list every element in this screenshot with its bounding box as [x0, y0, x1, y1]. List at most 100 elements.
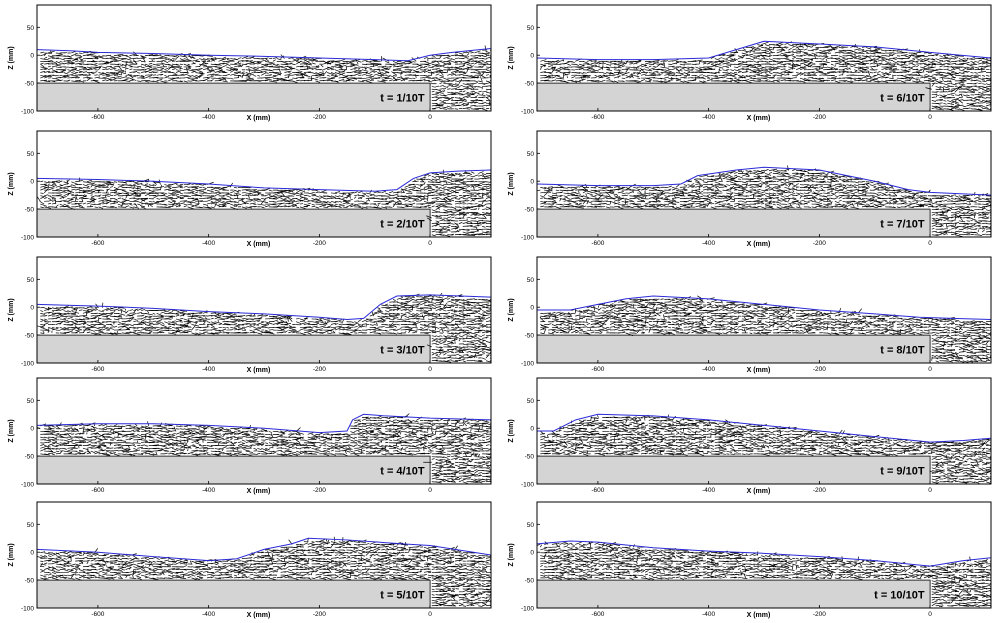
- submerged-step: [37, 208, 431, 237]
- y-tick-label: 50: [527, 398, 535, 405]
- velocity-vectors: [539, 414, 991, 484]
- x-tick-label: -400: [202, 114, 215, 121]
- x-axis-label: X (mm): [747, 367, 771, 374]
- free-surface-line: [37, 413, 491, 434]
- x-tick-label: -200: [313, 366, 326, 373]
- plot-frame: [36, 130, 492, 238]
- x-axis-label: X (mm): [747, 241, 771, 248]
- free-surface-line: [37, 537, 491, 562]
- y-axis-label: Z (mm): [508, 543, 515, 566]
- submerged-step: [37, 579, 431, 608]
- y-tick-label: -50: [25, 81, 35, 88]
- plot-frame: [536, 377, 992, 485]
- y-axis-label: Z (mm): [508, 298, 515, 321]
- y-axis-label: Z (mm): [508, 419, 515, 442]
- y-tick-label: 0: [530, 426, 534, 433]
- free-surface-line: [37, 294, 491, 320]
- y-tick-label: 0: [530, 305, 534, 312]
- x-tick-label: -600: [591, 114, 604, 121]
- x-tick-label: 0: [428, 366, 432, 373]
- y-tick-label: -50: [525, 207, 535, 214]
- panel-2: 50 0 -50 -100 -600 -400 -200 0 Z (mm) X (mm) t = 2…: [8, 130, 492, 248]
- x-axis-label: X (mm): [247, 367, 271, 374]
- y-tick-label: -50: [525, 81, 535, 88]
- submerged-step: [537, 82, 931, 111]
- time-label: t = 4/10T: [380, 466, 425, 478]
- panel-8: 50 0 -50 -100 -600 -400 -200 0 Z (mm) X (mm) t = 8…: [508, 256, 992, 374]
- y-tick-label: -100: [21, 606, 34, 613]
- y-tick-label: 0: [30, 53, 34, 60]
- submerged-step: [37, 82, 431, 111]
- time-label: t = 1/10T: [380, 93, 425, 105]
- x-tick-label: -400: [702, 611, 715, 618]
- panel-6: 50 0 -50 -100 -600 -400 -200 0 Z (mm) X (mm) t = 6…: [508, 4, 992, 122]
- time-label: t = 8/10T: [880, 345, 925, 357]
- x-axis-label: X (mm): [747, 115, 771, 122]
- x-tick-label: 0: [928, 366, 932, 373]
- x-tick-label: -600: [91, 487, 104, 494]
- submerged-step: [537, 208, 931, 237]
- x-tick-label: -600: [591, 240, 604, 247]
- y-tick-label: -100: [521, 109, 534, 116]
- plot-frame: [536, 256, 992, 364]
- panel-10: 50 0 -50 -100 -600 -400 -200 0 Z (mm) X (mm) t = 1…: [508, 501, 992, 619]
- x-tick-label: -600: [91, 366, 104, 373]
- x-tick-label: 0: [428, 611, 432, 618]
- y-tick-label: 50: [27, 151, 35, 158]
- velocity-vectors: [37, 292, 491, 363]
- x-tick-label: -400: [202, 240, 215, 247]
- plot-frame: [36, 4, 492, 112]
- free-surface-line: [37, 169, 491, 192]
- plot-frame: [36, 256, 492, 364]
- x-tick-label: -200: [813, 366, 826, 373]
- y-tick-label: 0: [30, 179, 34, 186]
- velocity-vectors: [540, 41, 991, 111]
- y-tick-label: -100: [21, 109, 34, 116]
- y-tick-label: 50: [27, 277, 35, 284]
- plot-frame: [36, 501, 492, 609]
- x-tick-label: -200: [313, 487, 326, 494]
- panel-5: 50 0 -50 -100 -600 -400 -200 0 Z (mm) X (mm) t = 5…: [8, 501, 492, 619]
- y-axis-label: Z (mm): [508, 46, 515, 69]
- free-surface-line: [537, 295, 991, 320]
- velocity-vectors: [537, 541, 991, 608]
- x-tick-label: -600: [91, 240, 104, 247]
- x-tick-label: -200: [313, 240, 326, 247]
- y-tick-label: 0: [530, 179, 534, 186]
- y-tick-label: 0: [30, 550, 34, 557]
- x-tick-label: -400: [202, 366, 215, 373]
- x-tick-label: -200: [813, 240, 826, 247]
- y-tick-label: -50: [525, 333, 535, 340]
- y-tick-label: -100: [21, 235, 34, 242]
- submerged-step: [37, 334, 431, 363]
- free-surface-line: [537, 413, 991, 443]
- y-axis-label: Z (mm): [8, 419, 15, 442]
- velocity-vectors: [537, 165, 991, 237]
- x-tick-label: -200: [813, 114, 826, 121]
- y-tick-label: 0: [30, 426, 34, 433]
- y-tick-label: -100: [21, 482, 34, 489]
- y-tick-label: 0: [530, 550, 534, 557]
- panel-3: 50 0 -50 -100 -600 -400 -200 0 Z (mm) X (mm) t = 3…: [8, 256, 492, 374]
- y-tick-label: -100: [521, 361, 534, 368]
- time-label: t = 5/10T: [380, 590, 425, 602]
- submerged-step: [37, 455, 431, 484]
- free-surface-line: [537, 540, 991, 567]
- y-tick-label: -100: [521, 235, 534, 242]
- x-tick-label: -400: [702, 240, 715, 247]
- x-tick-label: -600: [91, 611, 104, 618]
- y-tick-label: 50: [527, 277, 535, 284]
- submerged-step: [537, 334, 931, 363]
- x-tick-label: -200: [813, 487, 826, 494]
- time-label: t = 6/10T: [880, 93, 925, 105]
- x-tick-label: 0: [428, 487, 432, 494]
- x-tick-label: -200: [313, 114, 326, 121]
- y-tick-label: 50: [527, 522, 535, 529]
- x-tick-label: -600: [591, 487, 604, 494]
- y-tick-label: -100: [521, 482, 534, 489]
- y-axis-label: Z (mm): [8, 298, 15, 321]
- y-tick-label: 50: [27, 398, 35, 405]
- y-tick-label: -50: [25, 333, 35, 340]
- plot-frame: [536, 501, 992, 609]
